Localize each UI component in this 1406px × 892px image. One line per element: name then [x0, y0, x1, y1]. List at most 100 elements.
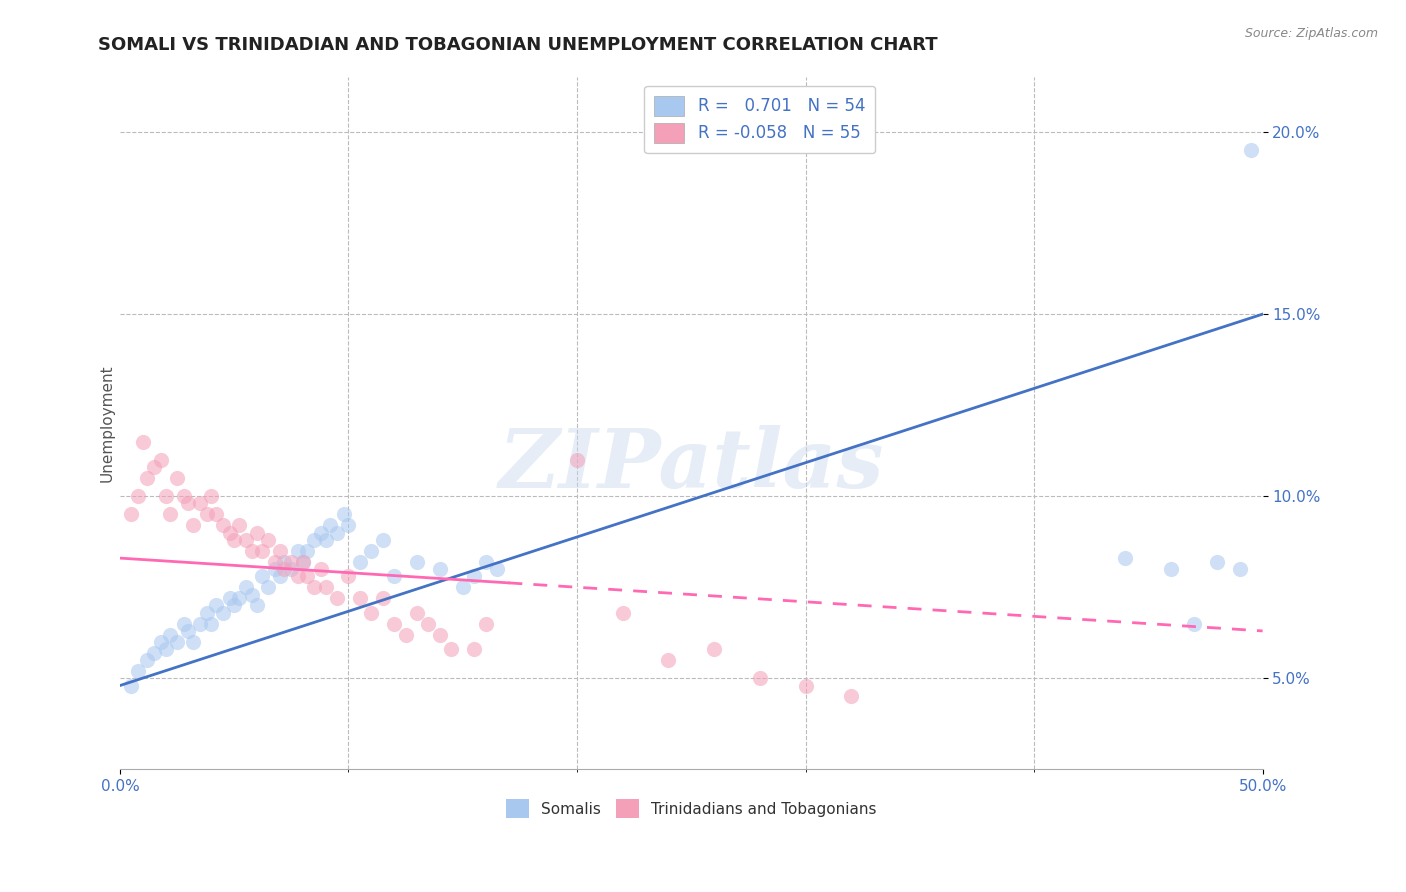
Point [159, 508, 181, 522]
Point [242, 587, 264, 601]
Point [382, 569, 405, 583]
Point [315, 580, 337, 594]
Point [748, 671, 770, 685]
Point [337, 569, 360, 583]
Point [150, 452, 173, 467]
Point [1240, 143, 1263, 157]
Point [166, 471, 188, 485]
Point [291, 555, 314, 569]
Point [127, 489, 149, 503]
Point [394, 627, 416, 641]
Point [250, 544, 273, 558]
Point [280, 555, 302, 569]
Point [188, 496, 211, 510]
Point [136, 653, 159, 667]
Point [155, 642, 177, 657]
Point [565, 452, 588, 467]
Point [211, 606, 233, 620]
Point [1160, 562, 1182, 576]
Y-axis label: Unemployment: Unemployment [100, 365, 114, 483]
Point [371, 533, 394, 547]
Point [250, 569, 273, 583]
Point [136, 471, 159, 485]
Point [309, 525, 332, 540]
Point [224, 599, 246, 613]
Point [1182, 616, 1205, 631]
Point [474, 555, 496, 569]
Point [315, 533, 337, 547]
Point [429, 627, 451, 641]
Point [224, 533, 246, 547]
Point [120, 679, 142, 693]
Point [242, 544, 264, 558]
Point [235, 533, 257, 547]
Text: SOMALI VS TRINIDADIAN AND TOBAGONIAN UNEMPLOYMENT CORRELATION CHART: SOMALI VS TRINIDADIAN AND TOBAGONIAN UNE… [98, 36, 938, 54]
Point [269, 544, 291, 558]
Point [177, 496, 200, 510]
Point [302, 533, 325, 547]
Point [474, 616, 496, 631]
Point [485, 562, 508, 576]
Point [181, 635, 204, 649]
Point [120, 508, 142, 522]
Point [1206, 555, 1229, 569]
Point [287, 544, 309, 558]
Point [155, 489, 177, 503]
Legend: Somalis, Trinidadians and Tobagonians: Somalis, Trinidadians and Tobagonians [499, 793, 883, 824]
Point [291, 555, 314, 569]
Point [280, 562, 302, 576]
Point [463, 642, 485, 657]
Point [463, 569, 485, 583]
Point [703, 642, 725, 657]
Point [349, 591, 371, 606]
Point [166, 635, 188, 649]
Point [257, 580, 280, 594]
Point [143, 646, 166, 660]
Point [211, 518, 233, 533]
Point [657, 653, 679, 667]
Point [326, 525, 349, 540]
Point [319, 518, 342, 533]
Point [127, 664, 149, 678]
Point [360, 544, 382, 558]
Point [309, 562, 332, 576]
Point [371, 591, 394, 606]
Point [297, 569, 319, 583]
Point [188, 616, 211, 631]
Point [218, 525, 240, 540]
Point [150, 635, 173, 649]
Point [173, 489, 195, 503]
Point [205, 508, 228, 522]
Point [418, 616, 440, 631]
Text: Source: ZipAtlas.com: Source: ZipAtlas.com [1244, 27, 1378, 40]
Point [273, 555, 295, 569]
Point [205, 599, 228, 613]
Point [143, 460, 166, 475]
Point [177, 624, 200, 638]
Point [287, 569, 309, 583]
Point [406, 606, 429, 620]
Point [429, 562, 451, 576]
Point [360, 606, 382, 620]
Point [406, 555, 429, 569]
Point [200, 489, 222, 503]
Point [264, 555, 287, 569]
Point [302, 580, 325, 594]
Point [159, 627, 181, 641]
Point [173, 616, 195, 631]
Point [1229, 562, 1251, 576]
Point [612, 606, 634, 620]
Point [337, 518, 360, 533]
Point [349, 555, 371, 569]
Point [451, 580, 474, 594]
Point [200, 616, 222, 631]
Point [195, 508, 218, 522]
Point [235, 580, 257, 594]
Point [839, 690, 862, 704]
Point [257, 533, 280, 547]
Point [246, 525, 269, 540]
Point [794, 679, 817, 693]
Point [181, 518, 204, 533]
Point [195, 606, 218, 620]
Point [297, 544, 319, 558]
